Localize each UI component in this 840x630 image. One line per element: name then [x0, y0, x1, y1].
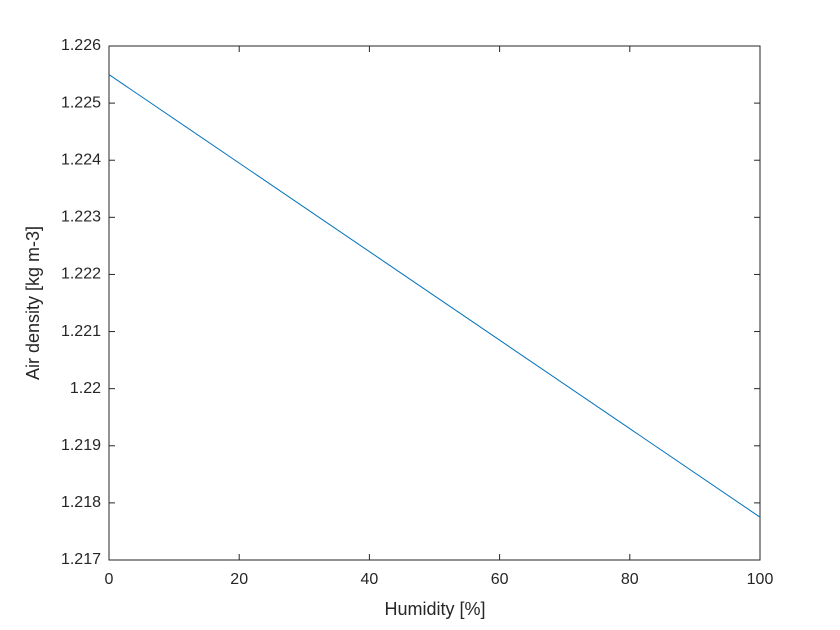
- y-tick-label: 1.22: [70, 380, 101, 397]
- y-tick-label: 1.217: [61, 551, 101, 568]
- y-tick-label: 1.221: [61, 323, 101, 340]
- x-tick-label: 100: [747, 571, 774, 588]
- plot-frame: [108, 45, 761, 561]
- x-tick-label: 60: [491, 571, 509, 588]
- x-tick-label: 20: [230, 571, 248, 588]
- line: [108, 74, 761, 518]
- x-axis-label: Humidity [%]: [384, 599, 485, 619]
- y-tick-label: 1.225: [61, 94, 101, 111]
- y-tick-label: 1.223: [61, 209, 101, 226]
- y-tick-label: 1.226: [61, 37, 101, 54]
- y-tick-label: 1.222: [61, 266, 101, 283]
- x-tick-label: 40: [361, 571, 379, 588]
- y-tick-label: 1.219: [61, 437, 101, 454]
- y-axis-label: Air density [kg m-3]: [23, 226, 43, 380]
- x-tick-label: 80: [621, 571, 639, 588]
- x-tick-label: 0: [105, 571, 114, 588]
- y-tick-label: 1.218: [61, 494, 101, 511]
- y-tick-label: 1.224: [61, 151, 101, 168]
